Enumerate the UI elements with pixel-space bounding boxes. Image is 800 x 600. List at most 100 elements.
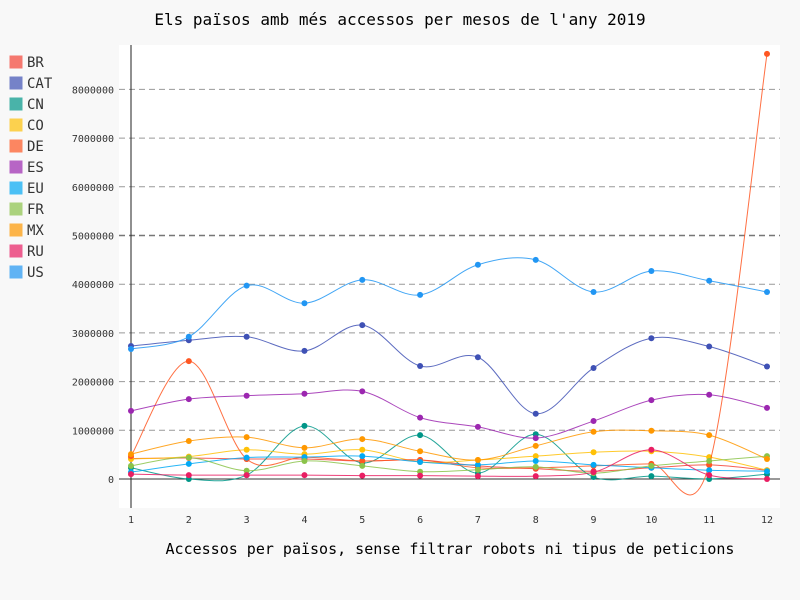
legend-label: CO bbox=[27, 118, 44, 134]
data-point bbox=[648, 397, 655, 404]
legend-label: CAT bbox=[27, 76, 53, 92]
data-point bbox=[243, 282, 250, 289]
data-point bbox=[301, 444, 308, 451]
x-tick-label: 2 bbox=[186, 515, 192, 526]
data-point bbox=[128, 462, 134, 469]
data-point bbox=[648, 446, 655, 453]
legend-swatch bbox=[9, 76, 23, 90]
series-line bbox=[130, 455, 768, 473]
data-point bbox=[417, 291, 424, 298]
data-point bbox=[417, 472, 424, 479]
legend-label: RU bbox=[27, 244, 44, 260]
data-point bbox=[301, 472, 308, 479]
data-point bbox=[359, 462, 366, 469]
data-point bbox=[648, 335, 655, 342]
data-point bbox=[648, 473, 655, 480]
data-point bbox=[474, 457, 481, 464]
y-tick-label: 4000000 bbox=[72, 280, 114, 291]
data-point bbox=[706, 391, 713, 398]
y-tick-label: 2000000 bbox=[72, 378, 114, 389]
series-eu bbox=[128, 453, 770, 476]
legend-swatch bbox=[9, 265, 23, 279]
legend-label: BR bbox=[27, 55, 44, 71]
data-point bbox=[706, 457, 713, 464]
data-point bbox=[359, 276, 366, 283]
data-point bbox=[128, 451, 134, 458]
data-point bbox=[417, 363, 424, 370]
y-tick-label: 3000000 bbox=[72, 329, 114, 340]
data-point bbox=[359, 457, 366, 464]
data-point bbox=[532, 463, 539, 470]
data-point bbox=[532, 473, 539, 480]
legend-swatch bbox=[9, 244, 23, 258]
data-point bbox=[359, 322, 366, 329]
legend-label: ES bbox=[27, 160, 44, 176]
series-es bbox=[128, 388, 770, 442]
series-line bbox=[130, 449, 768, 471]
data-point bbox=[243, 392, 250, 399]
data-point bbox=[474, 461, 481, 468]
legend-swatch bbox=[9, 118, 23, 132]
data-point bbox=[764, 363, 770, 370]
data-point bbox=[532, 457, 539, 464]
data-point bbox=[128, 345, 134, 352]
data-point bbox=[359, 453, 366, 460]
legend-label: FR bbox=[27, 202, 44, 218]
y-tick-label: 0 bbox=[108, 475, 114, 486]
data-point bbox=[185, 438, 192, 445]
y-tick-label: 1000000 bbox=[72, 426, 114, 437]
data-point bbox=[243, 454, 250, 461]
data-point bbox=[474, 354, 481, 361]
series-mx bbox=[128, 427, 770, 464]
data-point bbox=[764, 476, 770, 482]
data-point bbox=[128, 471, 134, 478]
data-point bbox=[359, 436, 366, 443]
series-line bbox=[130, 455, 768, 474]
data-point bbox=[185, 358, 192, 365]
data-point bbox=[185, 333, 192, 340]
y-tick-label: 6000000 bbox=[72, 183, 114, 194]
data-point bbox=[417, 458, 424, 465]
data-point bbox=[243, 467, 250, 474]
legend-swatch bbox=[9, 97, 23, 111]
data-point bbox=[243, 434, 250, 441]
data-point bbox=[764, 50, 770, 57]
data-point bbox=[532, 442, 539, 449]
legend-swatch bbox=[9, 202, 23, 216]
series-us bbox=[128, 256, 770, 352]
data-point bbox=[417, 414, 424, 421]
data-point bbox=[185, 460, 192, 467]
data-point bbox=[185, 472, 192, 479]
data-point bbox=[648, 462, 655, 469]
data-point bbox=[764, 288, 770, 295]
series-line bbox=[130, 429, 768, 461]
data-point bbox=[532, 453, 539, 460]
legend-swatch bbox=[9, 181, 23, 195]
legend-label: MX bbox=[27, 223, 44, 239]
x-tick-label: 9 bbox=[591, 515, 597, 526]
data-point bbox=[128, 407, 134, 414]
data-point bbox=[590, 288, 597, 295]
data-point bbox=[243, 446, 250, 453]
data-point bbox=[532, 256, 539, 263]
data-point bbox=[590, 364, 597, 371]
x-tick-label: 6 bbox=[417, 515, 423, 526]
legend-swatch bbox=[9, 223, 23, 237]
series-line bbox=[130, 389, 768, 439]
legend-label: US bbox=[27, 265, 44, 281]
x-tick-label: 12 bbox=[761, 515, 773, 526]
data-point bbox=[706, 432, 713, 439]
y-tick-label: 5000000 bbox=[72, 232, 114, 243]
x-tick-label: 10 bbox=[645, 515, 657, 526]
legend-swatch bbox=[9, 160, 23, 174]
data-point bbox=[474, 473, 481, 480]
x-tick-label: 1 bbox=[128, 515, 134, 526]
data-point bbox=[359, 472, 366, 479]
data-point bbox=[301, 347, 308, 354]
data-point bbox=[590, 469, 597, 476]
legend-label: CN bbox=[27, 97, 44, 113]
data-point bbox=[706, 343, 713, 350]
data-point bbox=[185, 396, 192, 403]
x-tick-label: 5 bbox=[359, 515, 365, 526]
legend-swatch bbox=[9, 139, 23, 153]
